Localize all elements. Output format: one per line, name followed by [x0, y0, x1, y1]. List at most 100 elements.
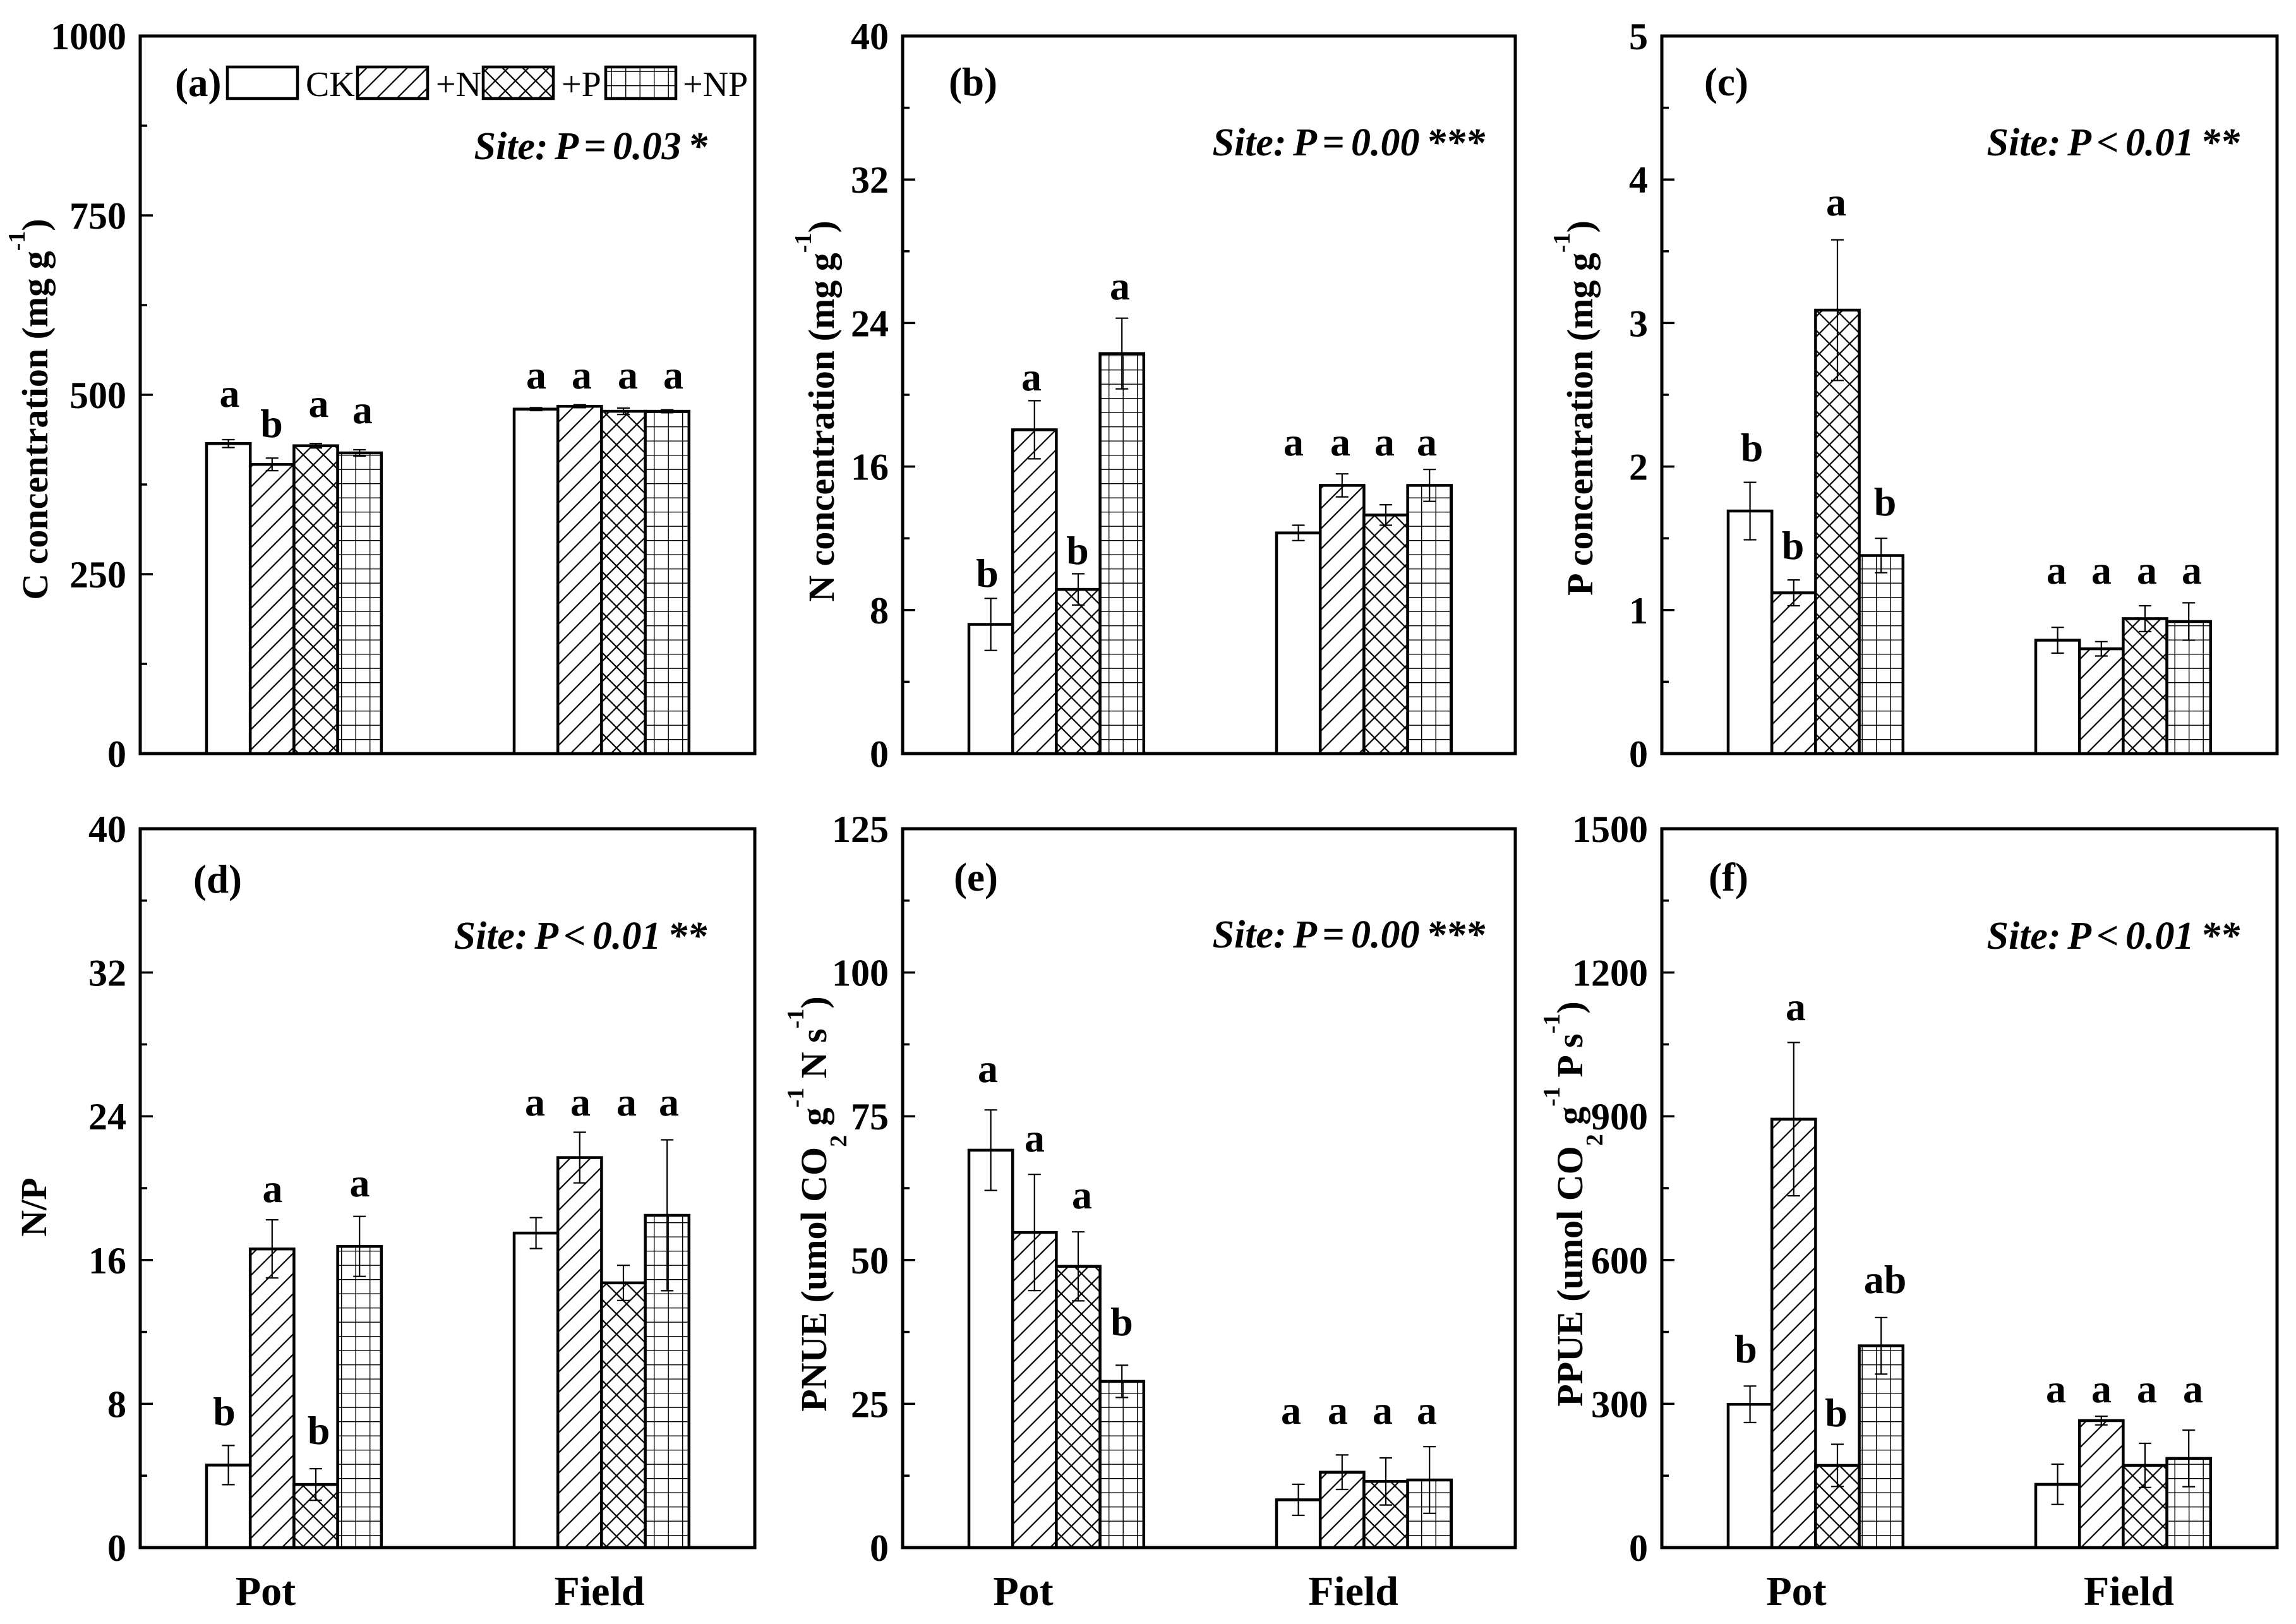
svg-text:0: 0: [870, 733, 889, 775]
svg-text:P concentration (mg g-1): P concentration (mg g-1): [1549, 220, 1601, 596]
svg-text:3: 3: [1629, 303, 1648, 344]
svg-text:25: 25: [851, 1383, 889, 1425]
svg-text:Site: P < 0.01 **: Site: P < 0.01 **: [454, 915, 707, 958]
svg-text:a: a: [1281, 1388, 1301, 1433]
svg-text:500: 500: [69, 375, 126, 416]
svg-text:a: a: [616, 1080, 637, 1124]
svg-text:+N: +N: [436, 65, 481, 104]
svg-text:ab: ab: [1864, 1257, 1907, 1302]
svg-text:a: a: [1417, 1388, 1437, 1433]
svg-text:+P: +P: [562, 65, 601, 104]
svg-text:a: a: [1786, 984, 1806, 1029]
svg-text:a: a: [570, 1080, 591, 1124]
svg-text:a: a: [2091, 548, 2112, 592]
svg-text:a: a: [1110, 263, 1130, 308]
svg-text:40: 40: [88, 809, 126, 850]
svg-text:C concentration (mg g-1): C concentration (mg g-1): [4, 219, 56, 600]
svg-text:a: a: [220, 371, 240, 416]
svg-text:Site: P = 0.03 *: Site: P = 0.03 *: [474, 125, 708, 168]
svg-text:Site: P = 0.00 ***: Site: P = 0.00 ***: [1213, 913, 1486, 956]
svg-text:Site: P = 0.00 ***: Site: P = 0.00 ***: [1213, 121, 1486, 164]
svg-text:16: 16: [88, 1240, 126, 1282]
svg-text:a: a: [2137, 548, 2157, 592]
svg-text:(e): (e): [954, 855, 998, 899]
svg-text:b: b: [308, 1408, 330, 1453]
svg-text:8: 8: [107, 1383, 126, 1425]
svg-text:Field: Field: [2084, 1568, 2174, 1615]
svg-text:CK: CK: [306, 65, 355, 104]
svg-text:5: 5: [1629, 16, 1648, 57]
svg-text:b: b: [1066, 528, 1089, 573]
svg-text:(b): (b): [949, 60, 997, 104]
svg-text:300: 300: [1591, 1383, 1648, 1425]
svg-text:N/P: N/P: [13, 1177, 54, 1236]
svg-text:8: 8: [870, 590, 889, 632]
svg-text:a: a: [2046, 1366, 2066, 1411]
svg-text:750: 750: [69, 195, 126, 237]
svg-text:2: 2: [1629, 447, 1648, 488]
svg-text:Pot: Pot: [1766, 1568, 1826, 1615]
svg-text:50: 50: [851, 1240, 889, 1282]
svg-text:N concentration (mg g-1): N concentration (mg g-1): [790, 220, 842, 602]
svg-text:Site: P < 0.01 **: Site: P < 0.01 **: [1987, 915, 2240, 958]
svg-text:b: b: [1734, 1326, 1757, 1371]
svg-text:b: b: [1741, 425, 1764, 470]
svg-text:125: 125: [832, 809, 889, 850]
svg-text:a: a: [663, 352, 683, 397]
svg-text:PNUE (umol CO2 g-1 N s-1): PNUE (umol CO2 g-1 N s-1): [783, 996, 852, 1412]
svg-text:a: a: [526, 352, 546, 397]
svg-text:a: a: [1025, 1116, 1045, 1160]
svg-text:a: a: [1330, 419, 1350, 464]
svg-text:b: b: [1874, 479, 1897, 524]
svg-text:a: a: [1373, 1388, 1393, 1433]
svg-text:b: b: [213, 1389, 236, 1434]
svg-text:4: 4: [1629, 159, 1648, 201]
svg-text:a: a: [2047, 548, 2067, 592]
svg-text:a: a: [263, 1166, 283, 1211]
svg-text:b: b: [260, 401, 283, 446]
svg-text:24: 24: [88, 1096, 126, 1138]
svg-text:b: b: [1782, 523, 1805, 568]
svg-text:Pot: Pot: [236, 1568, 296, 1615]
svg-text:1: 1: [1629, 590, 1648, 632]
svg-text:1500: 1500: [1572, 809, 1648, 850]
svg-text:0: 0: [1629, 733, 1648, 775]
svg-text:900: 900: [1591, 1096, 1648, 1138]
svg-text:Pot: Pot: [993, 1568, 1053, 1615]
svg-text:a: a: [309, 381, 329, 426]
svg-text:b: b: [1825, 1390, 1848, 1435]
svg-text:a: a: [350, 1160, 370, 1205]
svg-text:a: a: [978, 1046, 998, 1091]
svg-text:16: 16: [851, 447, 889, 488]
svg-text:75: 75: [851, 1096, 889, 1138]
svg-text:a: a: [572, 352, 592, 397]
svg-text:b: b: [976, 551, 999, 596]
svg-text:b: b: [1110, 1299, 1133, 1344]
svg-text:a: a: [525, 1080, 545, 1124]
svg-text:a: a: [618, 352, 638, 397]
svg-text:(c): (c): [1704, 60, 1748, 104]
svg-text:32: 32: [851, 159, 889, 201]
svg-text:600: 600: [1591, 1240, 1648, 1282]
svg-text:a: a: [352, 387, 373, 432]
svg-text:1000: 1000: [51, 16, 126, 57]
svg-text:32: 32: [88, 953, 126, 994]
svg-text:(d): (d): [193, 857, 242, 901]
svg-text:(a): (a): [175, 61, 221, 105]
svg-text:a: a: [1021, 354, 1042, 399]
svg-text:0: 0: [107, 1527, 126, 1569]
svg-text:Field: Field: [1308, 1568, 1398, 1615]
svg-text:a: a: [1283, 419, 1304, 464]
svg-text:a: a: [1417, 419, 1437, 464]
svg-text:0: 0: [107, 733, 126, 775]
svg-text:PPUE (umol CO2 g-1 P s-1): PPUE (umol CO2 g-1 P s-1): [1539, 1001, 1608, 1406]
svg-text:Site: P < 0.01 **: Site: P < 0.01 **: [1987, 121, 2240, 164]
svg-text:a: a: [2137, 1366, 2157, 1411]
svg-text:a: a: [1374, 419, 1395, 464]
svg-text:a: a: [1328, 1388, 1348, 1433]
svg-text:a: a: [2182, 548, 2202, 592]
svg-text:1200: 1200: [1572, 953, 1648, 994]
svg-text:0: 0: [1629, 1527, 1648, 1569]
svg-text:100: 100: [832, 953, 889, 994]
svg-text:0: 0: [870, 1527, 889, 1569]
